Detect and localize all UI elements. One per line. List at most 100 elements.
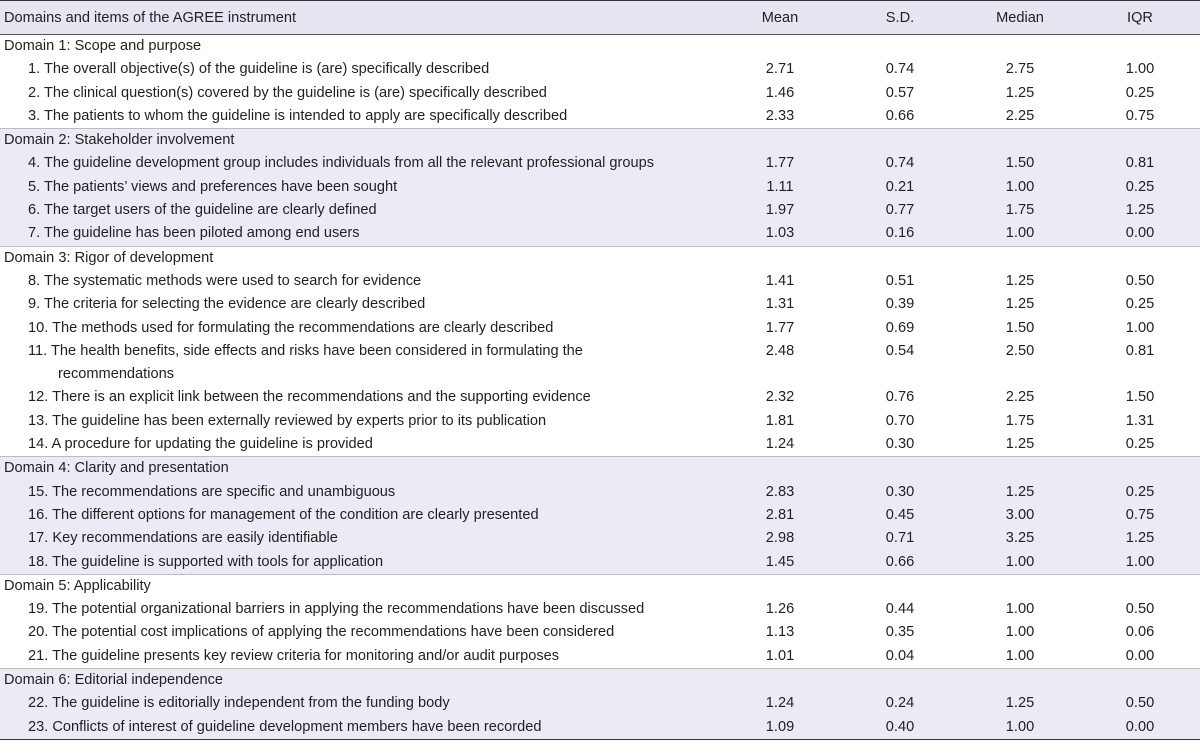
item-value: 1.00 — [960, 175, 1080, 200]
item-value: 1.50 — [1005, 319, 1035, 336]
item-value: 1.00 — [1005, 624, 1035, 641]
item-text: 10. The methods used for formulating the… — [0, 317, 720, 340]
item-row: 8. The systematic methods were used to s… — [0, 270, 1200, 293]
item-value: 0.75 — [1080, 503, 1200, 528]
item-value: 0.54 — [885, 342, 915, 359]
item-value: 0.74 — [885, 61, 915, 78]
item-value: 0.71 — [840, 527, 960, 551]
item-value: 1.11 — [720, 175, 840, 200]
item-value: 0.77 — [840, 199, 960, 223]
domain-row: Domain 1: Scope and purpose — [0, 35, 1200, 59]
item-value: 3.00 — [960, 503, 1080, 528]
item-value: 0.76 — [885, 389, 915, 406]
item-text: 7. The guideline has been piloted among … — [0, 222, 720, 247]
item-value: 1.24 — [720, 692, 840, 716]
item-row: 11. The health benefits, side effects an… — [0, 340, 1200, 387]
item-value: 0.25 — [1125, 436, 1155, 453]
column-header: Mean — [720, 0, 840, 35]
item-text: 2. The clinical question(s) covered by t… — [0, 82, 720, 105]
item-value: 1.46 — [765, 84, 795, 101]
item-value: 0.50 — [1080, 692, 1200, 716]
item-text: 4. The guideline development group inclu… — [0, 152, 720, 176]
item-label: 18. The guideline is supported with tool… — [28, 553, 384, 570]
item-value: 0.06 — [1125, 624, 1155, 641]
item-label: 6. The target users of the guideline are… — [28, 202, 377, 219]
item-row: 14. A procedure for updating the guideli… — [0, 433, 1200, 457]
item-label: 15. The recommendations are specific and… — [28, 483, 396, 500]
item-value: 1.25 — [960, 480, 1080, 504]
header-row: Domains and items of the AGREE instrumen… — [0, 0, 1200, 35]
item-label: 17. Key recommendations are easily ident… — [28, 530, 338, 547]
item-text: 9. The criteria for selecting the eviden… — [0, 293, 720, 316]
item-row: 7. The guideline has been piloted among … — [0, 222, 1200, 247]
item-label: 4. The guideline development group inclu… — [28, 155, 655, 172]
item-value: 0.81 — [1080, 152, 1200, 176]
domain-title: Domain 5: Applicability — [4, 577, 151, 594]
item-label: 13. The guideline has been externally re… — [28, 412, 547, 429]
item-text: 20. The potential cost implications of a… — [0, 621, 720, 644]
item-value: 0.81 — [1125, 342, 1155, 359]
item-label: 3. The patients to whom the guideline is… — [28, 107, 568, 124]
item-value: 1.25 — [1080, 527, 1200, 551]
item-row: 22. The guideline is editorially indepen… — [0, 692, 1200, 716]
domain-title: Domain 2: Stakeholder involvement — [0, 128, 1200, 153]
domain-title: Domain 1: Scope and purpose — [4, 38, 202, 54]
domain-group: Domain 1: Scope and purpose 1. The overal… — [0, 35, 1200, 129]
item-text: 23. Conflicts of interest of guideline d… — [0, 715, 720, 740]
domain-title: Domain 6: Editorial independence — [0, 668, 1200, 693]
item-value: 2.48 — [765, 342, 795, 359]
item-text: 12. There is an explicit link between th… — [0, 386, 720, 409]
item-value: 0.24 — [840, 692, 960, 716]
item-value: 1.13 — [765, 624, 795, 641]
item-value: 1.00 — [1080, 550, 1200, 575]
item-row: 15. The recommendations are specific and… — [0, 480, 1200, 504]
column-header: S.D. — [840, 0, 960, 35]
item-text: 8. The systematic methods were used to s… — [0, 270, 720, 293]
domain-row: Domain 2: Stakeholder involvement — [0, 128, 1200, 153]
item-value: 1.31 — [1125, 412, 1155, 429]
item-value: 1.25 — [1080, 199, 1200, 223]
agree-table: Domains and items of the AGREE instrumen… — [0, 0, 1200, 740]
domain-group: Domain 5: Applicability 19. The potential… — [0, 574, 1200, 669]
domain-title: Domain 4: Clarity and presentation — [0, 456, 1200, 481]
item-value: 0.35 — [885, 624, 915, 641]
item-row: 3. The patients to whom the guideline is… — [0, 105, 1200, 129]
item-row: 13. The guideline has been externally re… — [0, 410, 1200, 433]
column-header: Domains and items of the AGREE instrumen… — [0, 0, 720, 35]
item-value: 1.25 — [1005, 272, 1035, 289]
item-label: 14. A procedure for updating the guideli… — [28, 436, 373, 453]
item-value: 1.26 — [765, 601, 795, 618]
item-text: 13. The guideline has been externally re… — [0, 410, 720, 433]
item-value: 3.25 — [960, 527, 1080, 551]
item-value: 2.83 — [720, 480, 840, 504]
item-value: 1.00 — [960, 222, 1080, 247]
item-value: 1.25 — [1005, 436, 1035, 453]
item-row: 5. The patients’ views and preferences h… — [0, 175, 1200, 200]
item-value: 1.00 — [1005, 601, 1035, 618]
item-value: 1.00 — [1125, 61, 1155, 78]
item-value: 0.69 — [885, 319, 915, 336]
item-text: 6. The target users of the guideline are… — [0, 199, 720, 223]
item-label: 1. The overall objective(s) of the guide… — [28, 61, 490, 78]
domain-group: Domain 4: Clarity and presentation 15. Th… — [0, 456, 1200, 575]
item-row: 19. The potential organizational barrier… — [0, 598, 1200, 621]
item-text: 5. The patients’ views and preferences h… — [0, 175, 720, 200]
item-value: 1.24 — [765, 436, 795, 453]
item-row: 16. The different options for management… — [0, 503, 1200, 528]
item-value: 2.81 — [720, 503, 840, 528]
item-value: 1.25 — [960, 692, 1080, 716]
item-row: 21. The guideline presents key review cr… — [0, 645, 1200, 669]
item-label: 8. The systematic methods were used to s… — [28, 272, 422, 289]
domain-row: Domain 3: Rigor of development — [0, 246, 1200, 270]
item-value: 2.25 — [1005, 107, 1035, 124]
item-text: 18. The guideline is supported with tool… — [0, 550, 720, 575]
item-value: 0.74 — [840, 152, 960, 176]
item-label: 21. The guideline presents key review cr… — [28, 647, 560, 664]
item-row: 6. The target users of the guideline are… — [0, 199, 1200, 223]
item-label: 12. There is an explicit link between th… — [28, 389, 591, 406]
item-text: 3. The patients to whom the guideline is… — [0, 105, 720, 129]
domain-row: Domain 5: Applicability — [0, 574, 1200, 598]
item-label: 5. The patients’ views and preferences h… — [28, 178, 398, 195]
item-value: 1.81 — [765, 412, 795, 429]
item-value: 2.98 — [720, 527, 840, 551]
